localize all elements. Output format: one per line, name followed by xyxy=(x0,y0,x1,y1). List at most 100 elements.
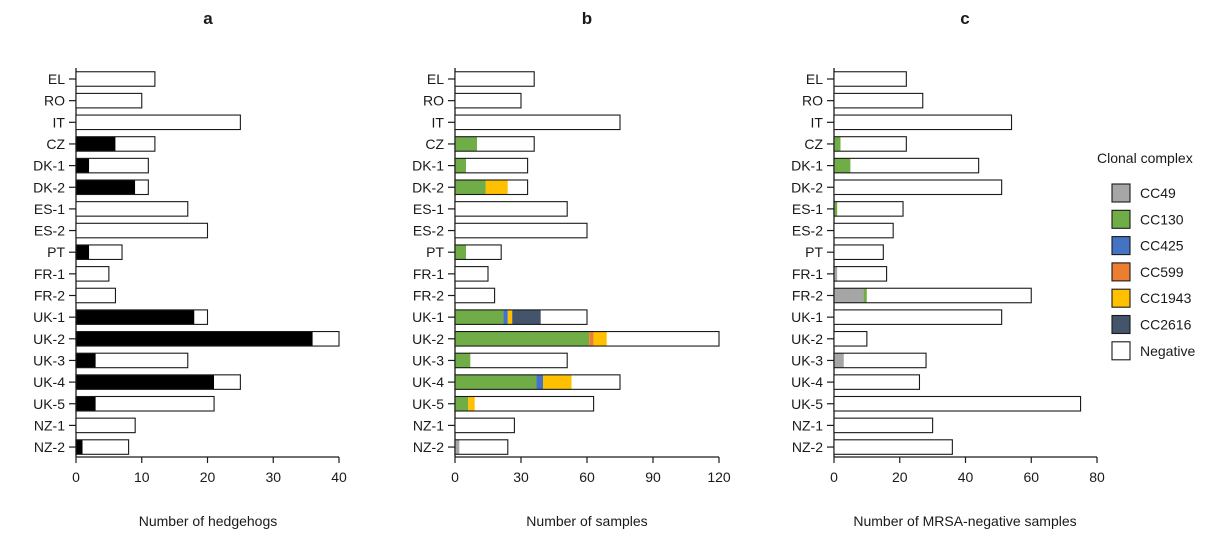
bar-segment-negative xyxy=(834,374,920,390)
legend-swatch-cc1943 xyxy=(1111,288,1131,308)
bar-segment-negative xyxy=(76,418,136,433)
bar-segment-negative xyxy=(455,93,521,108)
bar-segment-cc599 xyxy=(589,331,594,347)
category-label: UK-1 xyxy=(412,309,444,325)
bar-segment-positive xyxy=(76,374,215,390)
x-tick-label: 120 xyxy=(707,469,731,485)
bar-segment-positive xyxy=(76,353,96,368)
category-label: PT xyxy=(805,244,823,260)
bar-segment-cc130 xyxy=(834,201,838,217)
bar-outline xyxy=(75,352,189,369)
category-label: PT xyxy=(426,244,444,260)
bar-segment-cc130 xyxy=(455,374,537,390)
bar-segment-positive xyxy=(76,158,90,173)
bar-segment-negative xyxy=(455,71,535,87)
bar-segment-negative xyxy=(540,309,587,325)
bar-segment-positive xyxy=(76,331,313,347)
x-tick-label: 20 xyxy=(200,469,216,485)
legend-swatch-cc2616 xyxy=(1111,314,1131,335)
category-label: CZ xyxy=(46,136,65,152)
bar-segment-negative xyxy=(477,136,535,152)
category-label: ES-1 xyxy=(34,201,65,217)
bar-outline xyxy=(833,287,1032,304)
x-tick-label: 60 xyxy=(1023,469,1039,485)
bar-segment-positive xyxy=(76,136,116,152)
bar-outline xyxy=(75,395,215,412)
category-label: ES-1 xyxy=(792,201,823,217)
bar-segment-cc425 xyxy=(503,309,508,325)
category-label: UK-5 xyxy=(412,396,444,412)
bar-segment-negative xyxy=(837,201,904,217)
bar-outline xyxy=(75,179,149,196)
bar-segment-negative xyxy=(76,115,241,130)
bar-segment-negative xyxy=(76,223,208,238)
category-label: UK-2 xyxy=(791,331,823,347)
bar-outline xyxy=(75,71,156,87)
category-label: NZ-2 xyxy=(34,439,65,455)
x-tick-label: 40 xyxy=(331,469,347,485)
bar-segment-cc1943 xyxy=(485,180,508,195)
category-label: CZ xyxy=(425,136,444,152)
bar-outline xyxy=(833,222,894,239)
category-label: ES-1 xyxy=(413,201,444,217)
panel-a: a Number of hedgehogs 0 10 20 30 40 EL RO IT CZ D… xyxy=(33,9,347,529)
legend-label: CC1943 xyxy=(1140,290,1192,306)
bar-outline xyxy=(454,157,529,174)
bar-outline xyxy=(75,222,209,239)
category-label: NZ-2 xyxy=(792,439,823,455)
category-label: UK-5 xyxy=(33,396,65,412)
bar-outline xyxy=(833,201,904,217)
category-label: DK-1 xyxy=(791,158,823,174)
bar-segment-cc130 xyxy=(455,158,466,173)
bar-segment-cc130 xyxy=(863,288,867,303)
legend-label: Negative xyxy=(1140,343,1195,359)
bar-outline xyxy=(454,179,529,196)
bar-segment-cc130 xyxy=(455,180,486,195)
bar-segment-negative xyxy=(89,244,123,260)
bar-outline xyxy=(454,352,568,369)
bar-segment-negative xyxy=(214,374,241,390)
category-label: IT xyxy=(53,114,66,130)
bar-segment-cc49 xyxy=(834,353,844,368)
bar-segment-cc130 xyxy=(455,309,504,325)
category-label: UK-3 xyxy=(791,352,823,368)
x-tick-label: 60 xyxy=(579,469,595,485)
bar-segment-cc130 xyxy=(455,244,466,260)
bar-segment-negative xyxy=(834,396,1081,411)
bar-outline xyxy=(833,114,1013,131)
bar-segment-negative xyxy=(76,93,142,108)
legend-swatch-negative xyxy=(1111,341,1131,361)
bar-segment-negative xyxy=(76,266,109,282)
bar-segment-positive xyxy=(76,309,195,325)
x-tick-label: 10 xyxy=(134,469,150,485)
bar-segment-cc130 xyxy=(834,158,851,173)
bar-outline xyxy=(454,266,489,282)
bar-segment-negative xyxy=(606,331,719,347)
bar-segment-negative xyxy=(455,418,515,433)
bar-outline xyxy=(454,244,502,260)
bar-outline xyxy=(75,244,123,260)
bar-segment-cc130 xyxy=(834,136,841,152)
bar-segment-negative xyxy=(76,201,188,217)
bar-segment-negative xyxy=(834,180,1002,195)
category-label: DK-2 xyxy=(33,179,65,195)
bar-segment-cc1943 xyxy=(543,374,572,390)
bar-segment-cc425 xyxy=(536,374,543,390)
bar-outline xyxy=(454,309,588,325)
legend-swatch-cc425 xyxy=(1111,236,1131,256)
category-label: ES-2 xyxy=(792,223,823,239)
category-label: IT xyxy=(811,114,824,130)
category-label: NZ-1 xyxy=(34,417,65,433)
category-label: UK-4 xyxy=(412,374,444,390)
bar-outline xyxy=(454,417,515,434)
bar-segment-negative xyxy=(834,439,953,455)
category-label: UK-3 xyxy=(33,352,65,368)
bar-outline xyxy=(833,136,907,152)
x-tick-label: 0 xyxy=(451,469,459,485)
category-label: UK-1 xyxy=(791,309,823,325)
bar-segment-cc130 xyxy=(455,396,469,411)
bar-segment-negative xyxy=(834,71,907,87)
bar-outline xyxy=(454,201,568,217)
x-tick-label: 90 xyxy=(645,469,661,485)
category-label: DK-2 xyxy=(791,179,823,195)
